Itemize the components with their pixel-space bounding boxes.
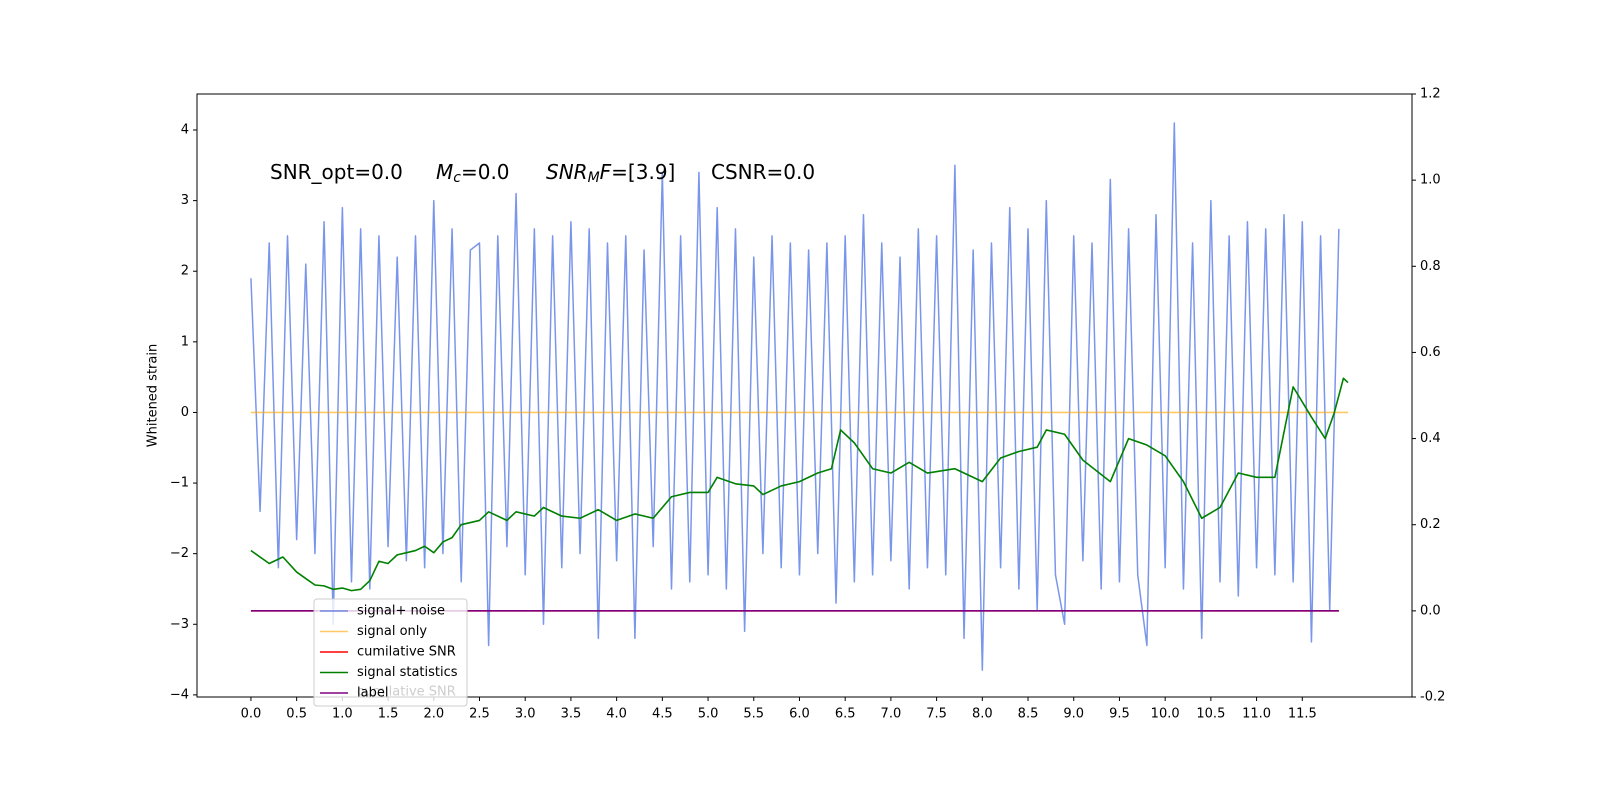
- x-tick-label: 4.0: [606, 707, 627, 722]
- x-tick-label: 0.0: [241, 707, 262, 722]
- x-tick-label: 9.5: [1109, 707, 1130, 722]
- x-tick-label: 6.5: [835, 707, 856, 722]
- legend-label: signal statistics: [357, 665, 458, 680]
- annotation-text: CSNR=0.0: [711, 160, 815, 184]
- y2-tick-label: 0.4: [1420, 431, 1441, 446]
- y2-tick-label: 0.2: [1420, 517, 1441, 532]
- annotation-math: SNR: [546, 160, 588, 184]
- x-tick-label: 2.5: [469, 707, 490, 722]
- x-tick-label: 0.5: [286, 707, 307, 722]
- series-line: [250, 377, 1349, 592]
- x-tick-label: 2.0: [423, 707, 444, 722]
- x-tick-label: 11.0: [1242, 707, 1271, 722]
- x-tick-label: 5.0: [698, 707, 719, 722]
- y-tick-label: −2: [170, 546, 189, 561]
- x-tick-label: 8.0: [972, 707, 993, 722]
- legend-label: signal only: [357, 624, 427, 639]
- x-tick-label: 6.0: [789, 707, 810, 722]
- annotation-sub: M: [588, 170, 600, 186]
- x-tick-label: 5.5: [743, 707, 764, 722]
- y-tick-label: 4: [181, 123, 189, 138]
- x-tick-label: 10.5: [1196, 707, 1225, 722]
- y2-tick-label: 1.2: [1420, 87, 1441, 102]
- y-tick-label: 0: [181, 405, 189, 420]
- x-tick-label: 4.5: [652, 707, 673, 722]
- y-tick-label: −1: [170, 476, 189, 491]
- annotation: Mc=0.0: [436, 160, 510, 187]
- series-line: [250, 122, 1340, 671]
- annotation-rest: =[3.9]: [611, 160, 675, 184]
- x-tick-label: 3.0: [515, 707, 536, 722]
- legend: signal+ noise signal only cumilative SNR si…: [313, 598, 468, 707]
- annotation-rest: =0.0: [461, 160, 510, 184]
- y-tick-label: 2: [181, 264, 189, 279]
- y2-tick-label: 0.0: [1420, 603, 1441, 618]
- legend-label: label: [357, 686, 388, 701]
- x-tick-label: 7.5: [926, 707, 947, 722]
- y-tick-label: 3: [181, 193, 189, 208]
- x-tick-label: 1.0: [332, 707, 353, 722]
- axes-frame: [196, 93, 1413, 698]
- y2-tick-label: 0.8: [1420, 259, 1441, 274]
- y-tick-label: −3: [170, 617, 189, 632]
- y-axis-label: Whitened strain: [146, 344, 161, 447]
- y2-tick-label: 1.0: [1420, 173, 1441, 188]
- y2-tick-label: 0.6: [1420, 345, 1441, 360]
- legend-label: signal+ noise: [357, 604, 445, 619]
- legend-box: [313, 598, 468, 707]
- x-tick-label: 8.5: [1018, 707, 1039, 722]
- x-tick-label: 10.0: [1151, 707, 1180, 722]
- legend-label: cumilative SNR: [357, 645, 456, 660]
- annotation: SNRMF=[3.9]: [546, 160, 675, 187]
- x-tick-label: 1.5: [378, 707, 399, 722]
- annotation-math: F: [600, 160, 612, 184]
- annotation: CSNR=0.0: [711, 160, 815, 184]
- y-tick-label: −4: [170, 687, 189, 702]
- annotation-sub: c: [453, 170, 461, 186]
- y2-tick-label: -0.2: [1420, 690, 1445, 705]
- y-tick-label: 1: [181, 334, 189, 349]
- annotation: SNR_opt=0.0: [270, 160, 403, 184]
- x-tick-label: 11.5: [1288, 707, 1317, 722]
- x-tick-label: 3.5: [561, 707, 582, 722]
- x-tick-label: 7.0: [881, 707, 902, 722]
- x-tick-label: 9.0: [1063, 707, 1084, 722]
- annotation-text: SNR_opt=0.0: [270, 160, 403, 184]
- annotation-math: M: [436, 160, 453, 184]
